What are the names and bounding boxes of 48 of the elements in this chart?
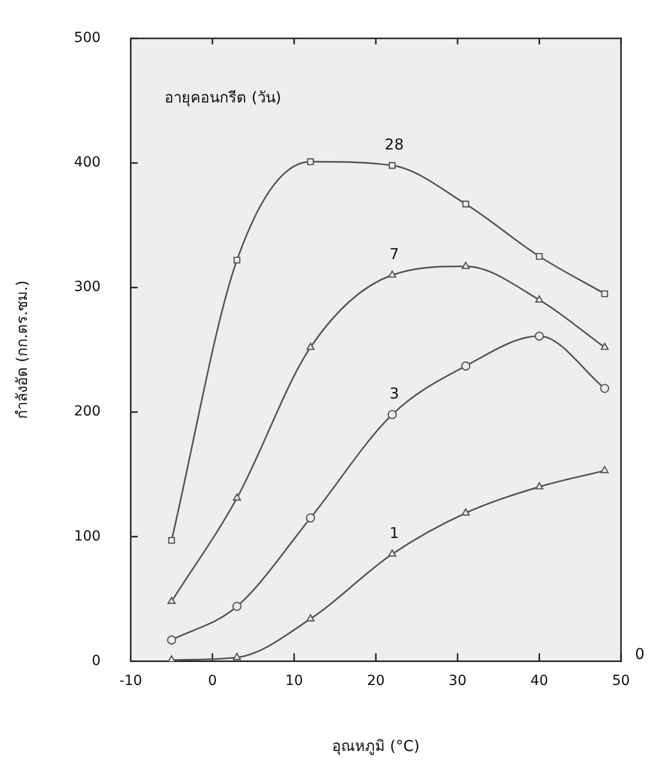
y-axis-title: กำลังอัด (กก.ตร.ซม.)	[12, 280, 31, 420]
point	[232, 652, 242, 660]
point	[166, 635, 176, 645]
point	[388, 270, 396, 278]
point	[534, 332, 544, 341]
point	[306, 342, 315, 350]
point	[462, 508, 470, 516]
point	[307, 158, 314, 166]
x-tick-label: 50	[612, 673, 630, 690]
x-tick-label: 10	[285, 673, 304, 690]
point	[600, 384, 610, 394]
text: 0	[635, 645, 645, 664]
point	[168, 596, 176, 604]
point	[388, 162, 396, 169]
x-tick-label: -10	[119, 673, 142, 690]
y-tick-label: 400	[74, 154, 101, 171]
x-tick-label: 40	[530, 673, 548, 690]
point	[232, 602, 242, 611]
x-tick-label: 20	[366, 673, 385, 690]
point	[600, 466, 609, 474]
point	[388, 549, 396, 557]
point	[232, 493, 242, 501]
y-tick-label: 0	[92, 652, 101, 669]
point	[600, 342, 609, 350]
y-tick-label: 300	[74, 279, 101, 296]
series-label: 28	[384, 135, 404, 154]
point	[168, 536, 176, 544]
y-tick-label: 200	[74, 404, 101, 420]
point	[234, 256, 240, 264]
point	[601, 290, 608, 298]
x-tick-label: 0	[208, 673, 217, 690]
series-label: 3	[389, 384, 399, 402]
point	[461, 361, 470, 371]
point	[306, 614, 315, 622]
x-tick-label: 30	[448, 673, 466, 690]
point	[306, 513, 316, 523]
point	[535, 482, 544, 490]
x-axis-title: อุณหภูมิ (°C)	[332, 736, 420, 756]
series-label: 7	[389, 244, 399, 263]
series-label: 1	[389, 524, 399, 542]
point	[462, 262, 470, 269]
y-tick-label: 500	[74, 30, 101, 46]
legend-title: อายุคอนกรีต (วัน)	[164, 88, 282, 108]
point	[388, 410, 397, 420]
point	[536, 252, 543, 260]
y-tick-label: 100	[74, 528, 101, 544]
point	[462, 200, 470, 208]
point	[535, 295, 544, 303]
